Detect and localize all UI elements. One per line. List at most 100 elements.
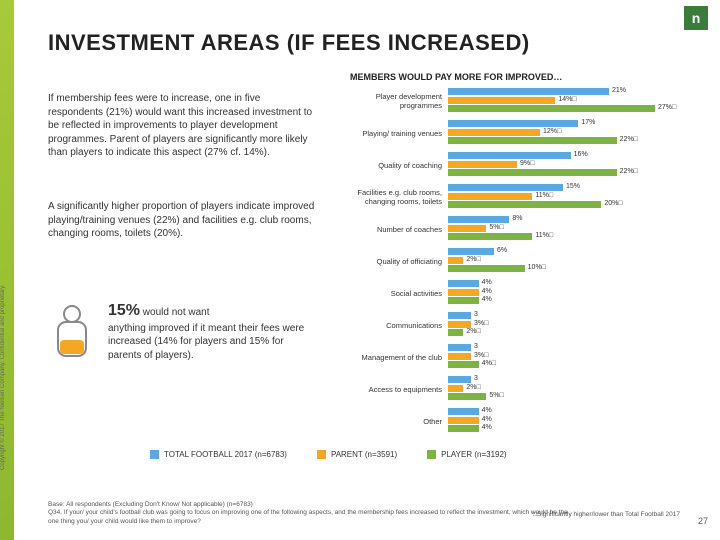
legend-item: PLAYER (n=3192) — [427, 450, 506, 459]
chart-bar-value: 12%□ — [543, 128, 561, 135]
page-title: INVESTMENT AREAS (IF FEES INCREASED) — [48, 30, 530, 56]
legend-item: TOTAL FOOTBALL 2017 (n=6783) — [150, 450, 287, 459]
footer-base: Base: All respondents (Excluding Don't K… — [48, 501, 568, 509]
chart-bar-value: 8% — [512, 215, 522, 222]
paragraph-1: If membership fees were to increase, one… — [48, 92, 318, 160]
chart-row-bars: 16%9%□22%□ — [448, 152, 700, 180]
chart-bar-value: 5%□ — [489, 392, 503, 399]
chart-row-label: Access to equipments — [340, 376, 448, 404]
footer-question: Q34. If your/ your child's football club… — [48, 509, 568, 526]
chart-bar: 20%□ — [448, 201, 601, 208]
chart-bar-value: 10%□ — [528, 264, 546, 271]
footer-significance: □Significantly higher/lower than Total F… — [533, 511, 680, 518]
chart-row: Quality of officiating6%2%□10%□ — [340, 248, 700, 276]
chart-bar-value: 4% — [482, 416, 492, 423]
chart-bar-value: 14%□ — [558, 96, 576, 103]
chart-bar-value: 6% — [497, 247, 507, 254]
chart-bar-value: 2%□ — [466, 328, 480, 335]
legend-label: PARENT (n=3591) — [331, 450, 397, 459]
chart-row-label: Facilities e.g. club rooms, changing roo… — [340, 184, 448, 212]
chart-bar-value: 4% — [482, 288, 492, 295]
chart-row-label: Quality of officiating — [340, 248, 448, 276]
chart-bar-value: 27%□ — [658, 104, 676, 111]
chart-row-label: Number of coaches — [340, 216, 448, 244]
chart-row-label: Playing/ training venues — [340, 120, 448, 148]
chart-bar: 2%□ — [448, 385, 463, 392]
chart-row-bars: 33%□4%□ — [448, 344, 700, 372]
chart-bar: 11%□ — [448, 233, 532, 240]
chart-bar: 22%□ — [448, 137, 617, 144]
chart-row: Quality of coaching16%9%□22%□ — [340, 152, 700, 180]
chart-row: Social activities4%4%4% — [340, 280, 700, 308]
chart-bar-value: 16% — [574, 151, 588, 158]
chart-row: Access to equipments32%□5%□ — [340, 376, 700, 404]
chart-bar: 2%□ — [448, 329, 463, 336]
legend-swatch — [317, 450, 326, 459]
chart-bar-value: 2%□ — [466, 256, 480, 263]
chart-row: Management of the club33%□4%□ — [340, 344, 700, 372]
chart-row-bars: 4%4%4% — [448, 408, 700, 436]
callout-pct: 15% — [108, 302, 140, 319]
chart-bar-value: 20%□ — [604, 200, 622, 207]
chart-bar: 3%□ — [448, 321, 471, 328]
chart-row-bars: 8%5%□11%□ — [448, 216, 700, 244]
chart-bar: 3%□ — [448, 353, 471, 360]
chart-row: Facilities e.g. club rooms, changing roo… — [340, 184, 700, 212]
chart-bar: 27%□ — [448, 105, 655, 112]
chart-bar-value: 4% — [482, 407, 492, 414]
chart-bar: 8% — [448, 216, 509, 223]
chart-bar-value: 3%□ — [474, 320, 488, 327]
chart-legend: TOTAL FOOTBALL 2017 (n=6783) PARENT (n=35… — [150, 450, 507, 459]
chart-row-bars: 33%□2%□ — [448, 312, 700, 340]
chart-row-bars: 4%4%4% — [448, 280, 700, 308]
chart-row-bars: 6%2%□10%□ — [448, 248, 700, 276]
chart-bar-value: 17% — [581, 119, 595, 126]
chart-bar-value: 4% — [482, 424, 492, 431]
chart-row: Playing/ training venues17%12%□22%□ — [340, 120, 700, 148]
chart-bar-value: 11%□ — [535, 192, 553, 199]
chart-row: Other4%4%4% — [340, 408, 700, 436]
chart-bar: 15% — [448, 184, 563, 191]
chart-bar: 4% — [448, 297, 479, 304]
chart-bar-value: 4% — [482, 279, 492, 286]
chart-bar: 16% — [448, 152, 571, 159]
chart-bar: 4%□ — [448, 361, 479, 368]
chart-bar-value: 11%□ — [535, 232, 553, 239]
chart-title: MEMBERS WOULD PAY MORE FOR IMPROVED… — [350, 72, 562, 82]
footer-notes: Base: All respondents (Excluding Don't K… — [48, 501, 568, 526]
callout-text-2: anything improved if it meant their fees… — [108, 323, 304, 361]
chart-bar-value: 9%□ — [520, 160, 534, 167]
chart-row-label: Social activities — [340, 280, 448, 308]
paragraph-2-text: A significantly higher proportion of pla… — [48, 201, 314, 239]
chart-bar: 2%□ — [448, 257, 463, 264]
chart-bar-value: 3%□ — [474, 352, 488, 359]
chart-row-label: Communications — [340, 312, 448, 340]
chart-row-bars: 15%11%□20%□ — [448, 184, 700, 212]
bar-chart: Player development programmes21%14%□27%□… — [340, 88, 700, 440]
chart-bar: 17% — [448, 120, 578, 127]
legend-label: TOTAL FOOTBALL 2017 (n=6783) — [164, 450, 287, 459]
copyright-text: Copyright © 2017 The Nielsen Company. Co… — [0, 284, 6, 470]
chart-row: Number of coaches8%5%□11%□ — [340, 216, 700, 244]
person-gauge-icon — [48, 300, 96, 360]
chart-bar-value: 15% — [566, 183, 580, 190]
chart-row-bars: 32%□5%□ — [448, 376, 700, 404]
chart-bar: 10%□ — [448, 265, 525, 272]
chart-bar: 21% — [448, 88, 609, 95]
chart-bar: 4% — [448, 280, 479, 287]
chart-bar: 5%□ — [448, 225, 486, 232]
callout-text-1: would not want — [140, 307, 210, 318]
chart-bar-value: 22%□ — [620, 168, 638, 175]
chart-bar: 3 — [448, 344, 471, 351]
chart-bar-value: 4%□ — [482, 360, 496, 367]
chart-bar: 4% — [448, 417, 479, 424]
chart-bar: 6% — [448, 248, 494, 255]
chart-bar: 9%□ — [448, 161, 517, 168]
page-number: 27 — [698, 516, 708, 526]
legend-swatch — [427, 450, 436, 459]
paragraph-2: A significantly higher proportion of pla… — [48, 200, 318, 241]
chart-row-label: Quality of coaching — [340, 152, 448, 180]
legend-label: PLAYER (n=3192) — [441, 450, 506, 459]
chart-bar-value: 3 — [474, 343, 478, 350]
legend-swatch — [150, 450, 159, 459]
